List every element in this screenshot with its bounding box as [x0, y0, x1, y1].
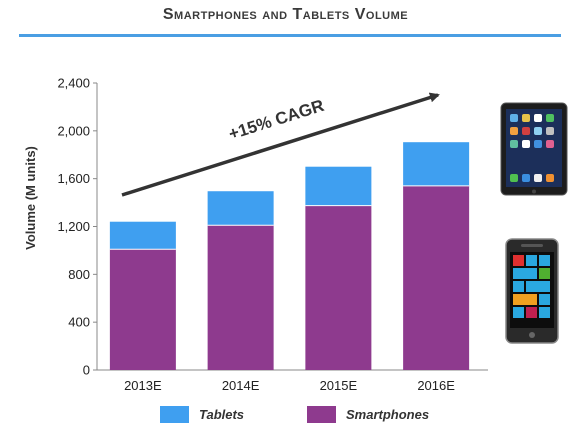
bar-tablets-2013e: [109, 221, 176, 250]
legend-label-tablets: Tablets: [199, 407, 244, 422]
y-tick-label: 2,400: [57, 76, 90, 91]
bar-smartphones-2015e: [305, 205, 372, 370]
bar-smartphones-2013e: [109, 249, 176, 370]
y-tick-label: 1,600: [57, 171, 90, 186]
windows-phone-image: [505, 238, 559, 344]
y-axis-label: Volume (M units): [23, 146, 38, 250]
bar-tablets-2014e: [207, 191, 274, 226]
bar-tablets-2015e: [305, 166, 372, 206]
x-tick-label: 2014E: [222, 378, 260, 393]
y-tick-label: 2,000: [57, 123, 90, 138]
legend-label-smartphones: Smartphones: [346, 407, 429, 422]
y-tick-label: 800: [68, 267, 90, 282]
y-tick-label: 1,200: [57, 219, 90, 234]
title-underline: [19, 34, 561, 37]
x-tick-label: 2013E: [124, 378, 162, 393]
x-tick-label: 2015E: [320, 378, 358, 393]
bar-tablets-2016e: [403, 142, 470, 186]
legend-swatch-smartphones: [307, 406, 336, 423]
y-tick-label: 400: [68, 315, 90, 330]
y-tick-label: 0: [83, 363, 90, 378]
legend-swatch-tablets: [160, 406, 189, 423]
x-tick-label: 2016E: [417, 378, 455, 393]
bar-smartphones-2014e: [207, 225, 274, 370]
bar-smartphones-2016e: [403, 185, 470, 370]
cagr-arrow: [121, 92, 440, 197]
chart-title: Smartphones and Tablets Volume: [162, 6, 409, 23]
tablet-image: [500, 102, 568, 196]
